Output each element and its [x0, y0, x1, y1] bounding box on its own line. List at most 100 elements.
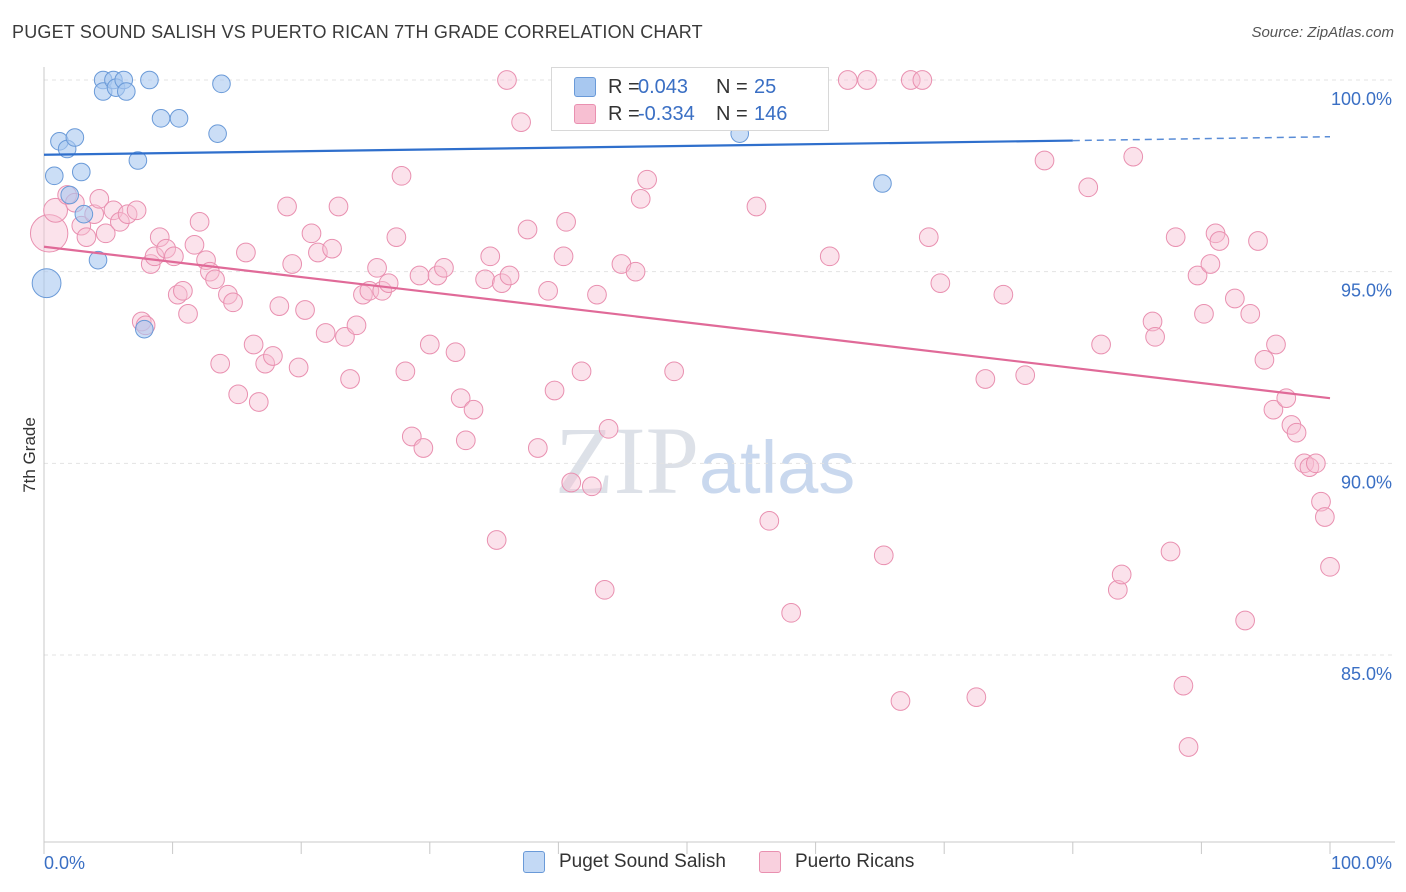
puerto-ricans-point-143 [857, 70, 877, 90]
puerto-ricans-point-70 [486, 530, 507, 550]
puerto-ricans-point-84 [594, 579, 615, 600]
puerto-ricans-point-61 [419, 334, 440, 355]
puerto-ricans-point-17 [149, 227, 170, 248]
puerto-ricans-point-93 [759, 510, 780, 531]
puerto-ricans-point-74 [517, 219, 538, 240]
series-swatch-pink [759, 851, 781, 873]
puerto-ricans-point-46 [328, 196, 349, 217]
puerto-ricans-point-111 [1107, 579, 1128, 600]
puget-sound-salish-point-15 [128, 151, 148, 170]
puerto-ricans-point-52 [367, 257, 387, 278]
puerto-ricans-point-117 [1165, 227, 1186, 248]
puerto-ricans-point-69 [480, 246, 501, 267]
puerto-ricans-point-106 [993, 284, 1014, 305]
trend-lines [43, 135, 1331, 400]
puerto-ricans-point-62 [427, 265, 448, 286]
y-tick-label-0: 100.0% [1331, 89, 1392, 109]
puerto-ricans-point-32 [236, 242, 256, 263]
puerto-ricans-point-114 [1142, 311, 1163, 332]
puerto-ricans-point-139 [1315, 507, 1335, 527]
legend-r-value: -0.334 [638, 102, 695, 125]
puerto-ricans-point-88 [630, 188, 651, 209]
y-tick-label-2: 90.0% [1341, 472, 1392, 492]
puerto-ricans-point-102 [918, 227, 939, 248]
puerto-ricans-point-1 [43, 197, 68, 223]
puerto-ricans-point-45 [322, 238, 342, 259]
puerto-ricans-point-71 [491, 273, 512, 294]
puerto-ricans-point-0 [29, 214, 69, 253]
series-legend: Puget Sound Salish Puerto Ricans [0, 851, 1406, 877]
puerto-ricans-point-38 [277, 196, 297, 217]
puerto-ricans-point-120 [1187, 265, 1208, 286]
puerto-ricans-point-37 [269, 296, 290, 317]
puerto-ricans-point-140 [1320, 556, 1340, 577]
puerto-ricans-point-68 [475, 269, 495, 290]
puerto-ricans-point-39 [282, 254, 303, 274]
puerto-trend-line [43, 245, 1331, 400]
puerto-ricans-point-94 [781, 602, 802, 623]
puget-sound-salish-point-19 [169, 109, 189, 128]
puget-sound-salish-point-20 [212, 74, 231, 94]
puerto-ricans-point-60 [413, 438, 434, 458]
puerto-ricans-point-55 [386, 227, 407, 248]
puerto-ricans-point-101 [912, 70, 933, 90]
legend-r-label: R = [608, 102, 640, 125]
puerto-ricans-point-103 [930, 273, 951, 294]
puget-sound-salish-point-4 [65, 128, 85, 147]
puget-sound-salish-point-5 [60, 185, 80, 205]
puerto-ricans-point-63 [434, 257, 454, 278]
legend-n-value: 25 [754, 75, 777, 98]
puerto-ricans-point-109 [1078, 177, 1099, 198]
puerto-ricans-point-107 [1015, 365, 1036, 386]
puerto-ricans-point-131 [1266, 334, 1286, 355]
puerto-ricans-point-82 [581, 476, 602, 497]
puerto-ricans-point-12 [126, 200, 147, 221]
puerto-ricans-point-21 [173, 280, 193, 301]
puerto-ricans-point-116 [1160, 541, 1181, 562]
puget-sound-salish-point-0 [31, 268, 62, 299]
y-axis-title: 7th Grade [20, 417, 39, 493]
puerto-ricans-point-76 [538, 280, 558, 301]
puerto-ricans-point-97 [837, 70, 858, 90]
puerto-ricans-point-113 [1123, 146, 1144, 167]
puget-sound-salish-point-17 [140, 70, 159, 90]
puerto-ricans-point-105 [975, 369, 996, 389]
puget-sound-salish-point-7 [74, 204, 94, 224]
legend-n-value: 146 [754, 102, 788, 125]
puget-trend-extension [1072, 135, 1331, 142]
puerto-ricans-point-56 [391, 165, 412, 186]
puerto-ricans-point-85 [598, 418, 619, 439]
puerto-ricans-point-40 [288, 357, 309, 378]
puerto-ricans-point-34 [248, 392, 269, 412]
puerto-ricans-point-83 [587, 284, 607, 305]
legend-row-puget: R = 0.043 N = 25 [574, 75, 776, 99]
puerto-ricans-point-48 [340, 369, 360, 389]
puerto-ricans-point-66 [455, 430, 476, 451]
puerto-ricans-point-124 [1209, 231, 1230, 251]
puerto-ricans-point-136 [1299, 457, 1320, 478]
puget-sound-salish-point-14 [117, 82, 136, 101]
puerto-ricans-point-8 [95, 223, 116, 244]
puerto-ricans-point-42 [301, 223, 322, 244]
puerto-ricans-point-108 [1034, 150, 1055, 171]
puerto-ricans-point-22 [178, 303, 198, 324]
puerto-ricans-point-49 [346, 315, 367, 336]
watermark-atlas: atlas [699, 426, 856, 509]
legend-n-label: N = [716, 75, 748, 98]
x-tick-label-0: 0.0% [44, 853, 85, 873]
series-label-puget: Puget Sound Salish [559, 851, 726, 872]
legend-row-puerto: R = -0.334 N = 146 [574, 102, 787, 126]
legend-r-value: 0.043 [638, 75, 689, 98]
puerto-ricans-point-65 [450, 388, 471, 409]
puerto-ricans-point-129 [1254, 349, 1275, 370]
puerto-ricans-point-24 [189, 211, 210, 232]
series-legend-puerto[interactable]: Puerto Ricans [759, 851, 914, 873]
puerto-ricans-point-5 [76, 227, 97, 248]
puerto-ricans-point-31 [228, 384, 249, 405]
puget-sound-salish-point-1 [44, 166, 64, 186]
puget-sound-salish-point-8 [88, 250, 108, 270]
axes [43, 67, 1395, 854]
puerto-ricans-point-72 [499, 265, 520, 286]
puerto-ricans-point-90 [664, 361, 684, 382]
series-legend-puget[interactable]: Puget Sound Salish [523, 851, 726, 873]
